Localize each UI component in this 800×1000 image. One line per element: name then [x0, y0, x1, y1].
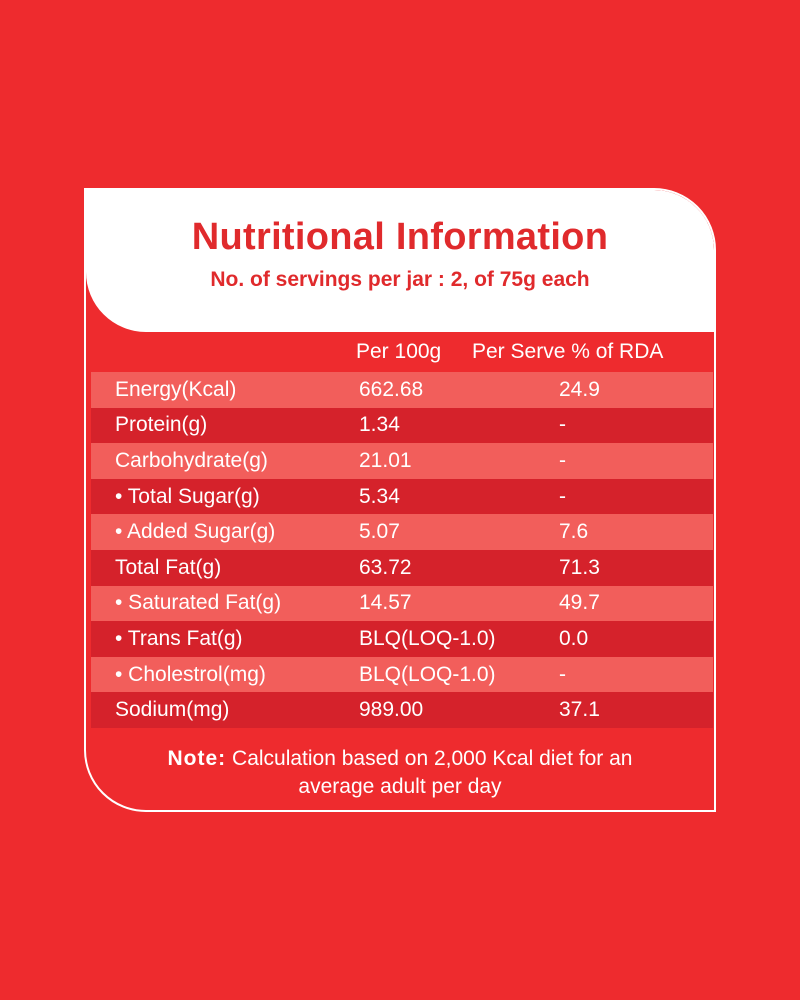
per100g-cell: 5.07	[359, 520, 400, 544]
rda-cell: -	[559, 662, 566, 686]
column-header-per100g: Per 100g	[356, 340, 442, 363]
rda-cell: 71.3	[559, 555, 600, 579]
rda-cell: -	[559, 484, 566, 508]
rda-cell: -	[559, 413, 566, 437]
nutrient-cell: Carbohydrate(g)	[115, 448, 268, 472]
rda-cell: 37.1	[559, 698, 600, 722]
table-row: Sodium(mg) 989.00 37.1	[91, 692, 713, 728]
per100g-cell: BLQ(LOQ-1.0)	[359, 626, 496, 650]
table-row: Total Fat(g) 63.72 71.3	[91, 549, 713, 586]
note-text-line2: average adult per day	[298, 775, 502, 798]
rda-cell: 24.9	[559, 377, 600, 401]
servings-subtitle: No. of servings per jar : 2, of 75g each	[210, 268, 590, 291]
rda-cell: -	[559, 448, 566, 472]
table-row: Carbohydrate(g) 21.01 -	[91, 443, 713, 479]
rda-cell: 49.7	[559, 591, 600, 615]
rda-cell: 7.6	[559, 520, 589, 544]
per100g-cell: 14.57	[359, 591, 412, 615]
nutrient-cell: Sodium(mg)	[115, 698, 230, 722]
nutrient-cell: • Total Sugar(g)	[115, 484, 260, 508]
nutrient-cell: • Saturated Fat(g)	[115, 591, 282, 615]
note-label: Note:	[167, 747, 227, 770]
column-header-rda: Per Serve % of RDA	[472, 340, 664, 363]
note-text: Calculation based on 2,000 Kcal diet for…	[226, 747, 633, 770]
table-row: • Total Sugar(g) 5.34 -	[91, 478, 713, 515]
table-row: • Cholestrol(mg) BLQ(LOQ-1.0) -	[91, 656, 713, 693]
nutrient-cell: Energy(Kcal)	[115, 377, 237, 401]
nutrient-cell: • Added Sugar(g)	[115, 520, 276, 544]
table-row: Protein(g) 1.34 -	[91, 407, 713, 444]
per100g-cell: 989.00	[359, 698, 424, 722]
nutrition-table: Energy(Kcal) 662.68 24.9 Protein(g) 1.34- Car…	[91, 372, 713, 728]
per100g-cell: 662.68	[359, 377, 424, 401]
footnote: Note: Calculation based on 2,000 Kcal di…	[86, 745, 714, 801]
page-title: Nutritional Information	[191, 216, 609, 258]
nutrient-cell: Protein(g)	[115, 413, 208, 437]
nutrient-cell: • Cholestrol(mg)	[115, 662, 266, 686]
rda-cell: 0.0	[559, 626, 589, 650]
per100g-cell: 1.34	[359, 413, 400, 437]
per100g-cell: 63.72	[359, 555, 412, 579]
table-row: • Added Sugar(g) 5.07 7.6	[91, 514, 713, 550]
table-row: Energy(Kcal) 662.68 24.9	[91, 372, 713, 408]
table-row: • Saturated Fat(g) 14.57 49.7	[91, 585, 713, 622]
per100g-cell: 21.01	[359, 448, 412, 472]
nutrition-card: Nutritional Information No. of servings …	[84, 188, 716, 812]
nutrient-cell: • Trans Fat(g)	[115, 626, 243, 650]
per100g-cell: 5.34	[359, 484, 400, 508]
table-row: • Trans Fat(g) BLQ(LOQ-1.0) 0.0	[91, 621, 713, 657]
per100g-cell: BLQ(LOQ-1.0)	[359, 662, 496, 686]
nutrient-cell: Total Fat(g)	[115, 555, 222, 579]
card-header: Nutritional Information No. of servings …	[86, 190, 714, 332]
